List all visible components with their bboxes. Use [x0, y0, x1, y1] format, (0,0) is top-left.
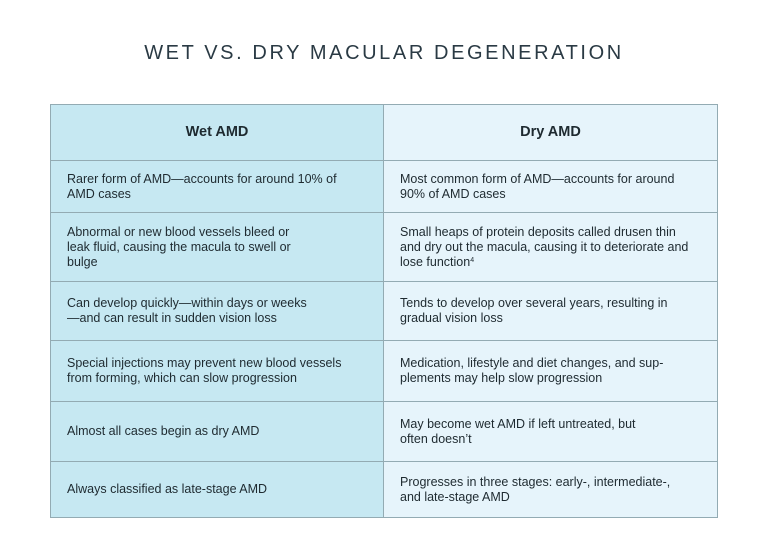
dry-amd-text: Progresses in three stages: early-, inte… — [400, 474, 671, 504]
wet-amd-text: Always classified as late-stage AMD — [67, 482, 268, 496]
dry-amd-cell: Medication, lifestyle and diet changes, … — [383, 340, 718, 402]
dry-amd-text: May become wet AMD if left untreated, bu… — [400, 416, 636, 446]
dry-amd-cell: Tends to develop over several years, res… — [383, 281, 718, 341]
dry-amd-cell: Most common form of AMD—accounts for aro… — [383, 160, 718, 213]
table-row: Special injections may prevent new blood… — [50, 340, 718, 402]
table-row: Always classified as late-stage AMD Progr… — [50, 461, 718, 518]
wet-amd-text: Rarer form of AMD—accounts for around 10… — [67, 171, 337, 201]
dry-amd-text: Most common form of AMD—accounts for aro… — [400, 171, 675, 201]
wet-amd-cell: Rarer form of AMD—accounts for around 10… — [50, 160, 384, 213]
dry-amd-cell: Progresses in three stages: early-, inte… — [383, 461, 718, 518]
wet-amd-text: Abnormal or new blood vessels bleed or l… — [67, 224, 291, 269]
header-row: Wet AMD Dry AMD — [50, 104, 718, 161]
comparison-table: Wet AMD Dry AMD Rarer form of AMD—accoun… — [50, 104, 718, 518]
dry-amd-header: Dry AMD — [383, 104, 718, 161]
wet-amd-cell: Abnormal or new blood vessels bleed or l… — [50, 212, 384, 282]
wet-amd-cell: Almost all cases begin as dry AMD — [50, 401, 384, 462]
wet-amd-header: Wet AMD — [50, 104, 384, 161]
table-row: Can develop quickly—within days or weeks… — [50, 281, 718, 341]
dry-amd-text: Medication, lifestyle and diet changes, … — [400, 356, 664, 385]
dry-amd-cell: May become wet AMD if left untreated, bu… — [383, 401, 718, 462]
wet-amd-cell: Special injections may prevent new blood… — [50, 340, 384, 402]
wet-amd-cell: Can develop quickly—within days or weeks… — [50, 281, 384, 341]
table-row: Almost all cases begin as dry AMD May bec… — [50, 401, 718, 462]
wet-amd-text: Almost all cases begin as dry AMD — [67, 424, 260, 438]
dry-amd-cell: Small heaps of protein deposits called d… — [383, 212, 718, 282]
table-row: Abnormal or new blood vessels bleed or l… — [50, 212, 718, 282]
page-title: WET VS. DRY MACULAR DEGENERATION — [144, 42, 624, 64]
dry-amd-text: Tends to develop over several years, res… — [400, 296, 668, 325]
wet-amd-text: Can develop quickly—within days or weeks… — [67, 296, 307, 325]
wet-amd-cell: Always classified as late-stage AMD — [50, 461, 384, 518]
wet-amd-text: Special injections may prevent new blood… — [67, 356, 342, 385]
table-row: Rarer form of AMD—accounts for around 10… — [50, 160, 718, 213]
footnote-reference: 4 — [470, 256, 475, 264]
dry-amd-text: Small heaps of protein deposits called d… — [400, 224, 689, 269]
